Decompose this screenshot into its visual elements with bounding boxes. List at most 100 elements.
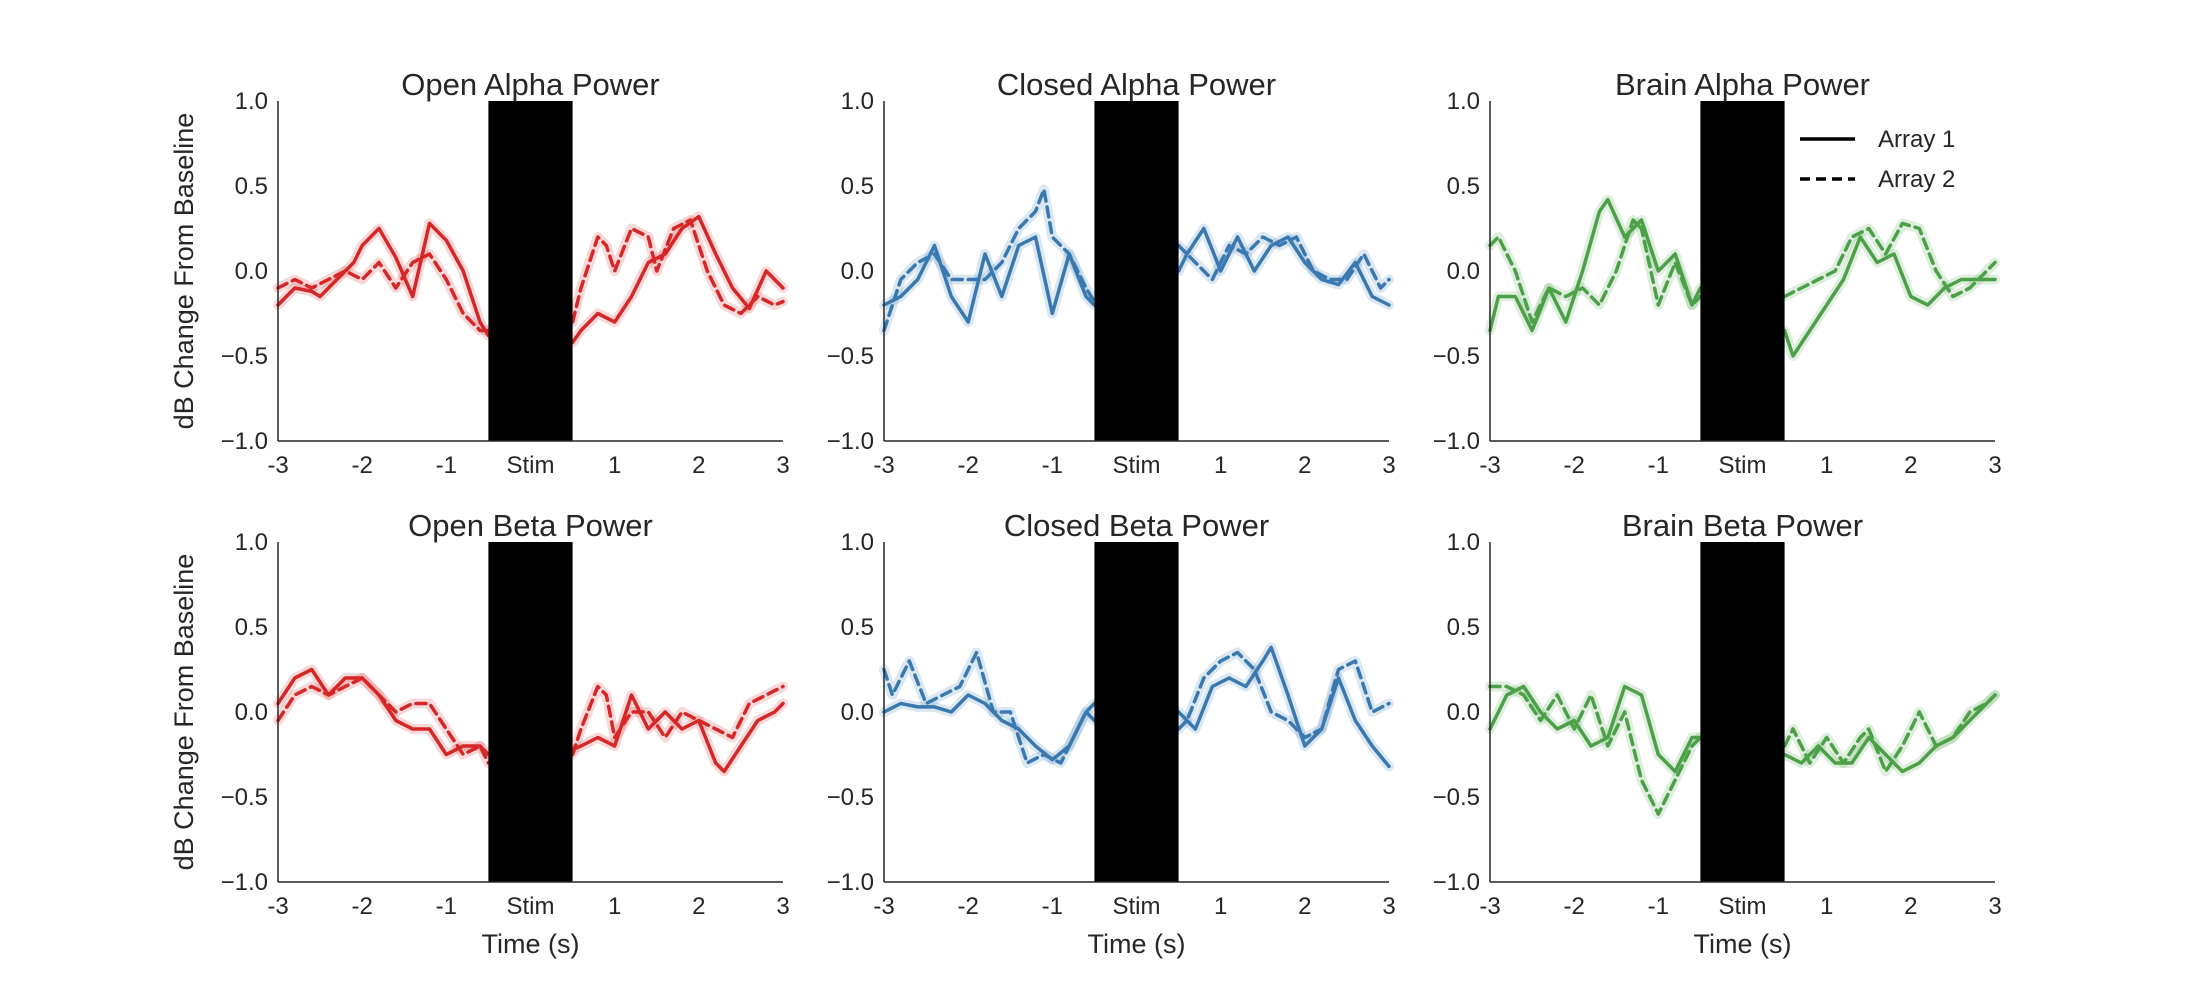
x-axis-label: Time (s) [1088, 929, 1186, 959]
x-axis-label: Time (s) [1694, 929, 1792, 959]
legend: Array 1 Array 2 [1800, 126, 1955, 193]
x-tick-label: 1 [1214, 893, 1227, 920]
y-tick-label: −0.5 [827, 343, 874, 370]
y-tick-label: −0.5 [1433, 343, 1480, 370]
y-tick-label: −0.5 [1433, 784, 1480, 811]
x-tick-label: -1 [1042, 893, 1063, 920]
x-tick-label: -2 [957, 452, 978, 479]
legend-label: Array 2 [1878, 166, 1955, 193]
x-tick-label: -2 [957, 893, 978, 920]
stim-block [1700, 542, 1785, 882]
x-tick-label: -2 [351, 893, 372, 920]
y-tick-label: 1.0 [1447, 529, 1480, 556]
series-line-array-2-post [570, 218, 785, 324]
series-line-array-1-post [1782, 235, 1997, 358]
series-line-array-2-post [1782, 693, 1997, 774]
y-tick-label: −0.5 [221, 343, 268, 370]
y-tick-label: 0.5 [235, 173, 268, 200]
y-tick-label: −0.5 [221, 784, 268, 811]
x-tick-label: 2 [692, 452, 705, 479]
x-tick-label: Stim [507, 893, 555, 920]
y-tick-label: 0.0 [1447, 258, 1480, 285]
x-tick-label: 1 [1214, 452, 1227, 479]
stim-block [1700, 101, 1785, 441]
x-tick-label: Stim [1719, 893, 1767, 920]
chart-title: Closed Beta Power [1004, 508, 1269, 543]
series-line-array-2-pre [882, 650, 1097, 765]
series-line-array-1-post [1176, 226, 1391, 307]
y-tick-label: 1.0 [235, 529, 268, 556]
y-tick-label: 0.0 [841, 699, 874, 726]
y-tick-label: 1.0 [1447, 88, 1480, 115]
x-tick-label: Stim [1113, 893, 1161, 920]
x-tick-label: Stim [1113, 452, 1161, 479]
x-tick-label: 3 [1988, 452, 2001, 479]
y-tick-label: −0.5 [827, 784, 874, 811]
panel-4: Open Beta Power 1.0 0.5 0.0 −0.5 −1.0-3 -2 -1 St… [169, 508, 790, 959]
chart-title: Closed Alpha Power [997, 67, 1276, 102]
x-tick-label: -3 [1479, 893, 1500, 920]
x-tick-label: -1 [436, 452, 457, 479]
x-tick-label: 2 [692, 893, 705, 920]
series-line-array-1-post [570, 214, 785, 345]
series-line-array-1-post [1782, 693, 1997, 774]
x-tick-label: -3 [873, 452, 894, 479]
y-tick-label: −1.0 [1433, 869, 1480, 896]
stim-block [488, 101, 573, 441]
x-tick-label: 1 [1820, 893, 1833, 920]
x-tick-label: -3 [267, 452, 288, 479]
y-tick-label: 0.5 [841, 173, 874, 200]
y-tick-label: −1.0 [221, 428, 268, 455]
y-tick-label: 0.0 [1447, 699, 1480, 726]
y-tick-label: 0.0 [841, 258, 874, 285]
panel-3: Brain Alpha Power 1.0 0.5 0.0 −0.5 −1.0-3 -2 -1… [1433, 67, 2002, 479]
x-tick-label: -2 [1563, 893, 1584, 920]
x-tick-label: 2 [1904, 452, 1917, 479]
y-tick-label: 0.0 [235, 258, 268, 285]
x-tick-label: 3 [776, 893, 789, 920]
y-tick-label: −1.0 [1433, 428, 1480, 455]
y-tick-label: −1.0 [221, 869, 268, 896]
y-tick-label: −1.0 [827, 869, 874, 896]
series-line-array-2-pre [276, 252, 491, 333]
y-tick-label: 1.0 [841, 88, 874, 115]
x-tick-label: 1 [608, 452, 621, 479]
error-band-array-2 [567, 681, 788, 760]
x-tick-label: Stim [1719, 452, 1767, 479]
stim-block [1094, 542, 1179, 882]
series-line-array-1-pre [1488, 684, 1703, 774]
series-line-array-2-post [1176, 650, 1391, 740]
series-line-array-2-post [1176, 235, 1391, 290]
series-line-array-1-post [570, 693, 785, 774]
x-tick-label: -1 [1648, 893, 1669, 920]
x-tick-label: -2 [1563, 452, 1584, 479]
series-line-array-1-pre [1488, 197, 1703, 333]
series-line-array-2-pre [276, 676, 491, 765]
y-tick-label: 1.0 [235, 88, 268, 115]
y-tick-label: 0.0 [235, 699, 268, 726]
x-tick-label: 3 [1382, 893, 1395, 920]
x-tick-label: -3 [267, 893, 288, 920]
chart-title: Brain Alpha Power [1615, 67, 1870, 102]
series-line-array-2-post [1782, 221, 1997, 299]
x-tick-label: 1 [1820, 452, 1833, 479]
x-tick-label: -2 [351, 452, 372, 479]
legend-label: Array 1 [1878, 126, 1955, 153]
chart-title: Open Beta Power [408, 508, 653, 543]
x-tick-label: 2 [1298, 893, 1311, 920]
y-axis-label: dB Change From Baseline [169, 554, 199, 871]
x-tick-label: -1 [1042, 452, 1063, 479]
y-tick-label: 0.5 [235, 614, 268, 641]
y-tick-label: 0.5 [841, 614, 874, 641]
y-tick-label: −1.0 [827, 428, 874, 455]
panel-5: Closed Beta Power 1.0 0.5 0.0 −0.5 −1.0-3 -2 -1… [827, 508, 1396, 959]
stim-block [1094, 101, 1179, 441]
series-line-array-1-post [1176, 645, 1391, 769]
stim-block [488, 542, 573, 882]
chart-title: Brain Beta Power [1622, 508, 1863, 543]
series-line-array-2-pre [1488, 684, 1703, 816]
error-band-array-2 [273, 673, 494, 768]
x-tick-label: 3 [1988, 893, 2001, 920]
series-line-array-2-pre [1488, 218, 1703, 324]
